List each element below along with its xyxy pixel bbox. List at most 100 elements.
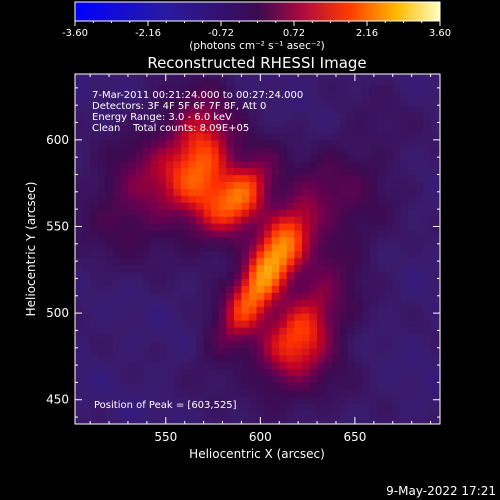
heatmap-cell	[415, 98, 424, 106]
heatmap-cell	[339, 91, 348, 99]
heatmap-cell	[218, 229, 227, 238]
heatmap-cell	[370, 202, 379, 210]
heatmap-cell	[218, 333, 227, 342]
heatmap-cell	[347, 216, 356, 224]
heatmap-cell	[422, 98, 432, 106]
heatmap-cell	[150, 98, 159, 106]
heatmap-cell	[370, 167, 379, 176]
heatmap-cell	[127, 98, 137, 106]
heatmap-cell	[339, 382, 348, 390]
heatmap-cell	[226, 223, 235, 231]
heatmap-cell	[347, 112, 356, 120]
heatmap-cell	[188, 91, 197, 99]
heatmap-cell	[173, 354, 182, 363]
heatmap-cell	[339, 139, 348, 148]
heatmap-cell	[218, 354, 227, 363]
heatmap-cell	[75, 209, 84, 217]
heatmap-cell	[82, 292, 91, 300]
heatmap-cell	[165, 181, 174, 189]
heatmap-cell	[233, 223, 243, 231]
heatmap-cell	[150, 202, 159, 210]
heatmap-cell	[415, 417, 424, 424]
heatmap-cell	[165, 139, 174, 148]
heatmap-cell	[377, 250, 386, 259]
heatmap-cell	[294, 119, 303, 127]
heatmap-cell	[332, 77, 341, 85]
heatmap-cell	[82, 77, 91, 85]
heatmap-cell	[362, 105, 371, 113]
heatmap-cell	[354, 229, 364, 238]
heatmap-cell	[127, 278, 137, 286]
heatmap-cell	[309, 361, 318, 370]
heatmap-cell	[90, 361, 99, 370]
heatmap-cell	[127, 195, 137, 203]
heatmap-cell	[332, 229, 341, 238]
heatmap-cell	[271, 139, 280, 148]
heatmap-cell	[385, 278, 394, 286]
heatmap-cell	[385, 250, 394, 259]
heatmap-cell	[422, 202, 432, 210]
heatmap-cell	[385, 188, 394, 196]
heatmap-cell	[370, 181, 379, 189]
heatmap-cell	[127, 209, 137, 217]
heatmap-cell	[400, 340, 409, 349]
heatmap-cell	[354, 139, 364, 148]
heatmap-cell	[173, 174, 182, 183]
heatmap-cell	[339, 243, 348, 252]
heatmap-cell	[385, 326, 394, 335]
heatmap-cell	[135, 306, 144, 314]
heatmap-cell	[82, 410, 91, 418]
heatmap-cell	[150, 278, 159, 286]
heatmap-cell	[438, 91, 440, 99]
heatmap-cell	[120, 354, 129, 363]
heatmap-cell	[309, 188, 318, 196]
heatmap-cell	[165, 188, 174, 196]
heatmap-cell	[241, 326, 250, 335]
heatmap-cell	[173, 167, 182, 176]
heatmap-cell	[400, 396, 409, 404]
heatmap-cell	[165, 354, 174, 363]
heatmap-cell	[226, 209, 235, 217]
heatmap-cell	[248, 347, 258, 356]
heatmap-cell	[309, 410, 318, 418]
heatmap-cell	[233, 417, 243, 424]
heatmap-cell	[370, 382, 379, 390]
heatmap-cell	[317, 389, 326, 397]
heatmap-cell	[226, 132, 235, 141]
heatmap-cell	[271, 375, 280, 384]
heatmap-cell	[97, 417, 106, 424]
heatmap-cell	[105, 410, 114, 418]
heatmap-cell	[112, 396, 121, 404]
heatmap-cell	[279, 167, 288, 176]
heatmap-cell	[264, 292, 273, 300]
heatmap-cell	[180, 139, 190, 148]
heatmap-cell	[271, 84, 280, 92]
heatmap-cell	[233, 264, 243, 273]
heatmap-cell	[332, 340, 341, 349]
heatmap-cell	[75, 347, 84, 356]
heatmap-cell	[301, 403, 311, 411]
heatmap-cell	[438, 333, 440, 342]
heatmap-cell	[143, 229, 152, 238]
heatmap-cell	[105, 195, 114, 203]
heatmap-cell	[370, 410, 379, 418]
heatmap-cell	[324, 326, 333, 335]
heatmap-cell	[415, 333, 424, 342]
heatmap-cell	[256, 98, 265, 106]
heatmap-cell	[317, 417, 326, 424]
heatmap-cell	[90, 229, 99, 238]
heatmap-cell	[203, 326, 212, 335]
heatmap-cell	[385, 91, 394, 99]
heatmap-cell	[150, 216, 159, 224]
heatmap-cell	[430, 417, 439, 424]
heatmap-cell	[158, 313, 167, 321]
heatmap-cell	[105, 84, 114, 92]
heatmap-cell	[165, 174, 174, 183]
heatmap-cell	[143, 354, 152, 363]
heatmap-cell	[97, 223, 106, 231]
heatmap-cell	[150, 91, 159, 99]
heatmap-cell	[143, 209, 152, 217]
heatmap-cell	[165, 264, 174, 273]
heatmap-cell	[173, 368, 182, 377]
heatmap-cell	[347, 396, 356, 404]
